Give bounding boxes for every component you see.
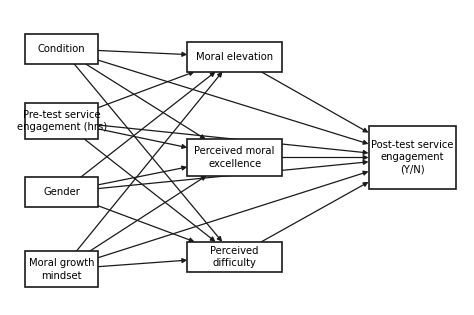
Bar [368,126,456,189]
Text: Perceived moral
excellence: Perceived moral excellence [194,146,275,169]
Bar [25,103,99,139]
Bar [25,34,99,64]
Text: Moral growth
mindset: Moral growth mindset [29,258,94,281]
Bar [25,251,99,287]
Text: Moral elevation: Moral elevation [196,52,273,62]
Bar [25,177,99,207]
Text: Gender: Gender [43,187,80,197]
Bar [187,139,282,176]
Bar [187,242,282,272]
Bar [187,42,282,72]
Text: Pre-test service
engagement (hrs): Pre-test service engagement (hrs) [17,110,107,133]
Text: Post-test service
engagement
(Y/N): Post-test service engagement (Y/N) [371,140,454,175]
Text: Perceived
difficulty: Perceived difficulty [210,245,259,268]
Text: Condition: Condition [38,44,85,54]
